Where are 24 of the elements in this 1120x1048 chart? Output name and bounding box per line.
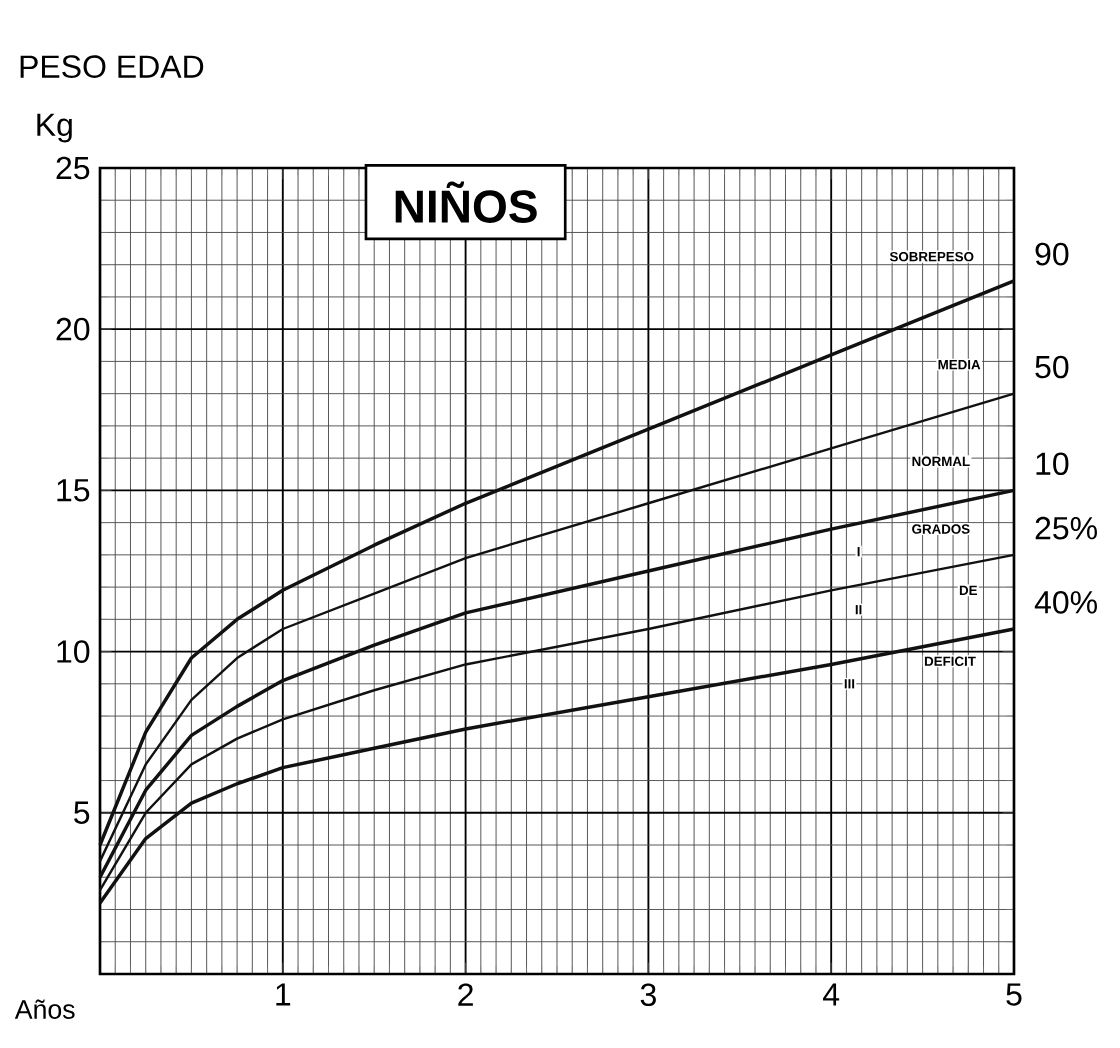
- y-tick-label: 15: [57, 479, 90, 502]
- series-label: 90: [1035, 242, 1069, 266]
- line-series: [98, 488, 1016, 879]
- y-tick-label: 20: [56, 317, 90, 341]
- series-label: 10: [1036, 452, 1069, 476]
- series-label: 50: [1035, 355, 1069, 379]
- x-tick-label: 3: [640, 983, 656, 1007]
- line-series: [98, 392, 1016, 863]
- x-tick-label: 5: [1006, 983, 1022, 1006]
- chart-title: NIÑOS: [395, 181, 537, 223]
- x-tick-label: 4: [823, 983, 840, 1006]
- y-tick-label: 25: [56, 156, 90, 180]
- text: PESO EDAD: [20, 55, 204, 78]
- y-tick-label: 10: [57, 640, 90, 663]
- x-axis-title: Años: [14, 999, 75, 1019]
- y-tick-label: 5: [74, 801, 90, 824]
- x-tick-label: 2: [458, 983, 473, 1006]
- line-series: [98, 279, 1016, 847]
- line-series: [98, 553, 1016, 892]
- series-label: 40%: [1034, 591, 1097, 614]
- y-axis-title: Kg: [37, 113, 72, 143]
- x-tick-label: 1: [276, 983, 291, 1006]
- line-series: [98, 627, 1016, 905]
- series-label: 25%: [1035, 516, 1097, 540]
